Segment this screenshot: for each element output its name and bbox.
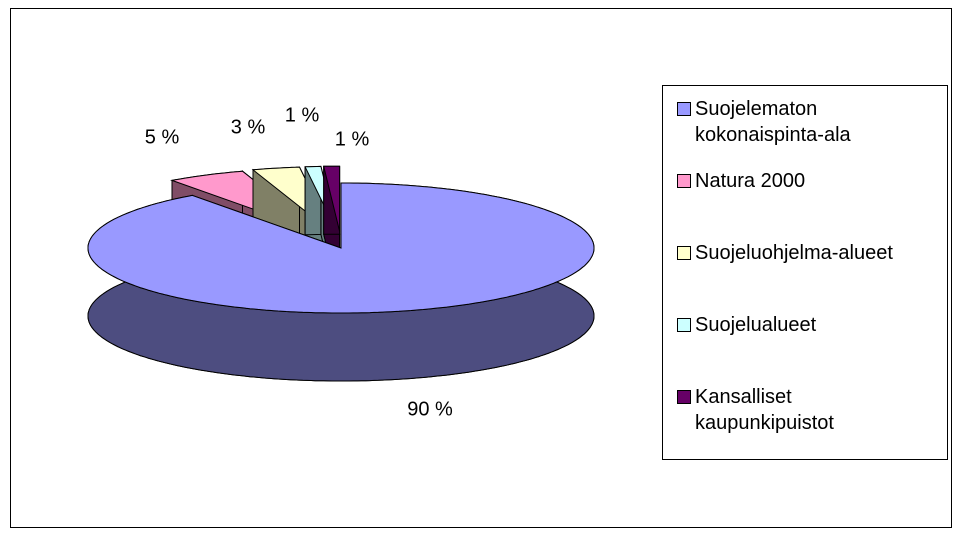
legend: Suojelematon kokonaispinta-ala Natura 200… <box>662 85 948 460</box>
data-label: 1 % <box>335 128 370 150</box>
plot-border <box>10 8 952 528</box>
legend-swatch <box>677 102 691 116</box>
pie <box>87 165 595 382</box>
data-label: 5 % <box>145 126 180 148</box>
legend-label: Kansalliset kaupunkipuistot <box>695 386 834 434</box>
legend-item: Natura 2000 <box>677 168 947 240</box>
legend-item: Kansalliset kaupunkipuistot <box>677 384 947 456</box>
legend-swatch <box>677 246 691 260</box>
legend-item: Suojelualueet <box>677 312 947 384</box>
data-label: 1 % <box>285 104 320 126</box>
slice-top <box>323 165 341 232</box>
slice-top <box>87 182 595 314</box>
data-label: 90 % <box>407 398 453 420</box>
legend-label: Suojelualueet <box>695 314 817 336</box>
legend-label: Suojelematon kokonaispinta-ala <box>695 98 851 146</box>
legend-swatch <box>677 318 691 332</box>
legend-item: Suojeluohjelma-alueet <box>677 240 947 312</box>
slice <box>87 182 595 382</box>
legend-item: Suojelematon kokonaispinta-ala <box>677 96 947 168</box>
data-label: 3 % <box>231 116 266 138</box>
legend-label: Natura 2000 <box>695 170 806 192</box>
legend-label: Suojeluohjelma-alueet <box>695 242 893 264</box>
legend-swatch <box>677 174 691 188</box>
legend-swatch <box>677 390 691 404</box>
